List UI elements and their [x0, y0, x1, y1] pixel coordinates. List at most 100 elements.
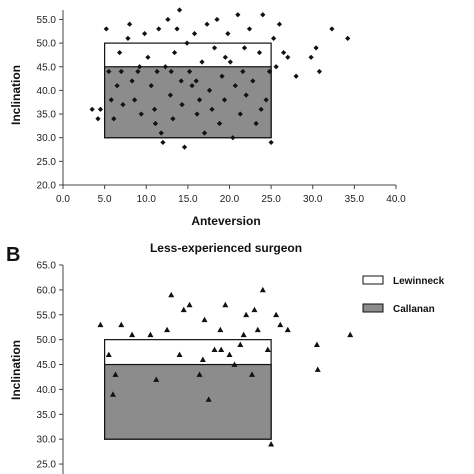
data-point [266, 68, 273, 75]
data-point [235, 12, 241, 18]
y-axis-title-a: Inclination [9, 65, 23, 125]
data-point [105, 351, 112, 357]
data-point [156, 26, 162, 32]
data-point [165, 16, 171, 23]
data-point [240, 68, 246, 75]
data-point [256, 49, 263, 56]
y-tick-label: 55.0 [37, 310, 57, 321]
data-point [277, 321, 284, 328]
data-point [145, 54, 151, 60]
data-point [276, 21, 283, 27]
y-tick-label: 30.0 [37, 435, 57, 446]
data-point [240, 331, 247, 338]
data-point [112, 371, 119, 377]
data-point [214, 16, 220, 23]
data-point [117, 49, 123, 56]
data-point [232, 83, 238, 89]
y-tick-label: 40.0 [37, 385, 57, 396]
data-point [148, 83, 154, 89]
data-point [237, 111, 243, 117]
data-point [109, 391, 116, 397]
data-point [196, 371, 203, 377]
data-point [168, 291, 175, 298]
data-point [313, 341, 320, 348]
data-point [189, 83, 195, 89]
data-point [171, 49, 178, 56]
data-point [129, 331, 136, 338]
chart-panel-b: B Less-experienced surgeon Inclination 2… [6, 241, 445, 474]
legend-swatch-callanan [362, 303, 384, 313]
data-point [268, 441, 275, 447]
data-point [153, 376, 160, 382]
data-point [345, 35, 351, 41]
data-point [158, 130, 164, 136]
data-point [131, 97, 138, 103]
data-point [316, 68, 323, 75]
data-point [211, 45, 218, 51]
y-axis-title-b: Inclination [9, 340, 23, 400]
panel-label-b: B [6, 244, 20, 266]
x-tick-label: 25.0 [261, 194, 281, 205]
data-point [160, 139, 166, 146]
data-point [125, 35, 131, 41]
data-point [314, 366, 321, 372]
box-callanan [104, 66, 272, 139]
data-point [347, 331, 354, 338]
data-point [251, 306, 258, 313]
x-tick-label: 5.0 [98, 194, 112, 205]
chart-title-b: Less-experienced surgeon [150, 241, 302, 255]
data-point [216, 120, 223, 127]
data-point [180, 306, 187, 313]
data-point [127, 21, 133, 27]
data-point [199, 59, 205, 65]
data-point [194, 111, 200, 117]
data-point [152, 120, 159, 127]
data-point [186, 68, 193, 75]
data-point [196, 97, 203, 103]
data-point [329, 26, 335, 32]
data-point [293, 73, 299, 79]
data-point [231, 361, 238, 367]
data-point [136, 64, 143, 70]
data-point [273, 311, 280, 318]
data-point [308, 54, 314, 60]
data-point [106, 68, 112, 75]
data-point [264, 346, 271, 352]
y-tick-label: 50.0 [37, 39, 57, 50]
data-point [219, 73, 225, 79]
y-tick-label: 25.0 [37, 157, 57, 168]
data-point [129, 78, 135, 84]
data-point [184, 40, 190, 46]
data-point [118, 321, 125, 328]
data-point [168, 68, 174, 75]
data-point [205, 396, 212, 402]
data-point [179, 101, 185, 108]
y-tick-label: 65.0 [37, 261, 57, 272]
data-point [226, 351, 233, 357]
data-point [260, 12, 266, 18]
data-point [162, 64, 168, 70]
data-point [271, 35, 277, 41]
data-point [263, 97, 269, 103]
data-point [206, 87, 213, 94]
x-tick-label: 35.0 [345, 194, 365, 205]
data-point [89, 106, 95, 112]
data-point [176, 351, 183, 357]
data-point [103, 26, 109, 32]
data-point [243, 92, 249, 98]
data-point [230, 135, 236, 141]
data-point [164, 326, 171, 333]
y-tick-label: 25.0 [37, 460, 57, 471]
x-tick-label: 40.0 [386, 194, 406, 205]
data-point [227, 59, 233, 65]
data-point [222, 301, 229, 308]
data-point [222, 54, 228, 60]
data-point [167, 92, 173, 98]
data-point [254, 326, 261, 333]
data-point [147, 331, 154, 338]
data-point [97, 106, 104, 112]
data-point [211, 346, 218, 352]
y-tick-label: 35.0 [37, 410, 57, 421]
data-point [250, 78, 256, 84]
x-axis-title-a: Anteversion [191, 214, 260, 228]
